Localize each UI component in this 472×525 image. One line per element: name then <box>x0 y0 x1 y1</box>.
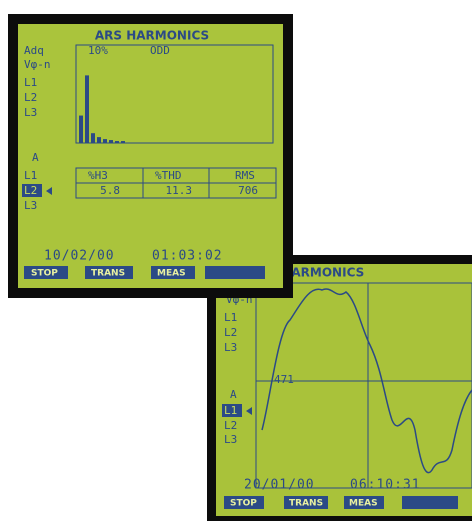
table-cell: 5.8 <box>100 184 120 197</box>
battery <box>205 266 265 279</box>
current-label: A <box>32 151 39 164</box>
time: 01:03:02 <box>152 249 223 264</box>
phase[interactable]: L1 <box>224 404 237 417</box>
button-label[interactable]: TRANS <box>289 499 323 509</box>
harmonic-bar <box>115 141 119 143</box>
harmonic-bar <box>109 140 113 143</box>
mode: Adq <box>24 44 44 57</box>
button-label[interactable]: STOP <box>31 269 58 279</box>
scale: 10% <box>88 44 108 57</box>
harmonic-bar <box>103 139 107 143</box>
phase: L2 <box>224 326 237 339</box>
harmonic-bar <box>121 141 125 143</box>
phase: L2 <box>224 419 237 432</box>
phase: L2 <box>24 91 37 104</box>
table-cell: 11.3 <box>166 184 193 197</box>
phase[interactable]: L2 <box>24 184 37 197</box>
phase: L3 <box>224 433 237 446</box>
phase: L3 <box>24 199 37 212</box>
time: 06:10:31 <box>350 478 421 493</box>
harmonic-bar <box>91 133 95 143</box>
filter: ODD <box>150 44 170 57</box>
harmonic-bar <box>97 137 101 143</box>
voltage-label: Vφ-n <box>24 58 51 71</box>
button-label[interactable]: STOP <box>230 499 257 509</box>
harmonic-bar <box>85 75 89 143</box>
button-label[interactable]: MEAS <box>349 499 378 509</box>
phase: L1 <box>24 169 37 182</box>
date: 10/02/00 <box>44 249 115 264</box>
button-label[interactable]: TRANS <box>91 269 125 279</box>
harmonic-bar <box>79 116 83 143</box>
table-cell: 706 <box>238 184 258 197</box>
scale-value: 471 <box>274 373 294 386</box>
date: 20/01/00 <box>244 478 315 493</box>
current-label: A <box>230 388 237 401</box>
screen-1: ARS HARMONICS Adq Vφ-n 10% ODD L1 L2 L3 … <box>8 14 293 298</box>
button-label[interactable]: MEAS <box>157 269 186 279</box>
battery <box>402 496 458 509</box>
table-header: RMS <box>235 169 255 182</box>
screens: ARS HARMONICS Vφ-n L1 L2 L3 471 A L1 L2 … <box>0 0 472 521</box>
table-header: %H3 <box>88 169 108 182</box>
phase: L1 <box>24 76 37 89</box>
table-header: %THD <box>155 169 182 182</box>
phase: L3 <box>24 106 37 119</box>
phase: L1 <box>224 311 237 324</box>
phase: L3 <box>224 341 237 354</box>
title: ARS HARMONICS <box>95 29 209 43</box>
